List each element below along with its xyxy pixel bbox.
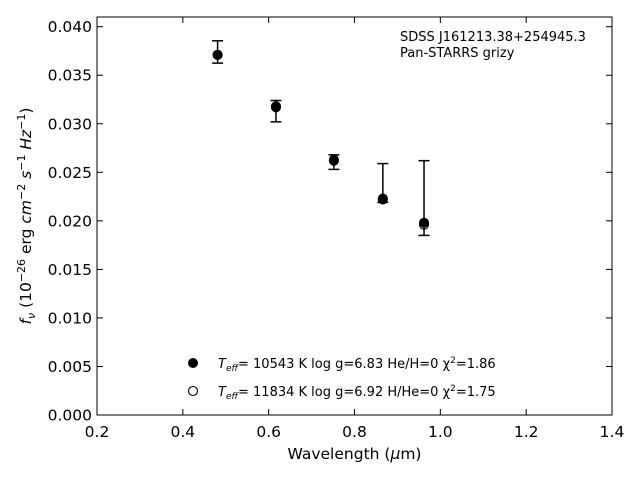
x-tick-label: 0.6 xyxy=(256,423,281,441)
legend-marker-filled xyxy=(188,358,198,368)
legend-label-1: Teff= 10543 K log g=6.83 He/H=0 χ2=1.86 xyxy=(218,356,496,374)
y-tick-label: 0.030 xyxy=(48,115,92,133)
y-tick-label: 0.000 xyxy=(48,407,92,425)
y-tick-label: 0.005 xyxy=(48,358,92,376)
model-point-open xyxy=(270,102,282,113)
y-tick-label: 0.020 xyxy=(48,212,92,230)
model-point-open xyxy=(418,219,430,230)
x-tick-label: 1.4 xyxy=(600,423,625,441)
model-point-open xyxy=(377,193,388,204)
x-tick-label: 0.2 xyxy=(85,423,110,441)
y-tick-label: 0.040 xyxy=(48,18,92,36)
y-tick-label: 0.010 xyxy=(48,309,92,327)
legend-marker-open xyxy=(187,385,199,397)
x-tick-label: 1.0 xyxy=(428,423,453,441)
model-point-open xyxy=(328,155,339,166)
x-tick-label: 0.4 xyxy=(171,423,196,441)
plot-frame xyxy=(96,16,613,416)
y-tick-label: 0.025 xyxy=(48,164,92,182)
data-points xyxy=(212,49,430,230)
annotation-survey-name: Pan-STARRS grizy xyxy=(400,46,515,61)
y-tick-label: 0.035 xyxy=(48,67,92,85)
model-point-filled xyxy=(419,217,430,228)
model-point-open xyxy=(212,49,223,60)
error-bars xyxy=(212,40,430,237)
legend-label-2: Teff= 11834 K log g=6.92 H/He=0 χ2=1.75 xyxy=(218,384,496,402)
legend: Teff= 10543 K log g=6.83 He/H=0 χ2=1.86 … xyxy=(187,356,496,402)
x-tick-label: 1.2 xyxy=(514,423,539,441)
annotation-object-name: SDSS J161213.38+254945.3 xyxy=(400,30,586,45)
y-axis-label: fν (10−26 erg cm−2 s−1 Hz−1) xyxy=(15,108,38,325)
y-tick-label: 0.015 xyxy=(48,261,92,279)
x-axis-ticks: 0.2 0.4 0.6 0.8 1.0 1.2 1.4 xyxy=(85,17,625,441)
x-axis-label: Wavelength (μm) xyxy=(288,445,422,463)
y-axis-ticks: 0.000 0.005 0.010 0.015 0.020 0.025 0.030 0.035… xyxy=(48,18,612,425)
x-tick-label: 0.8 xyxy=(342,423,367,441)
